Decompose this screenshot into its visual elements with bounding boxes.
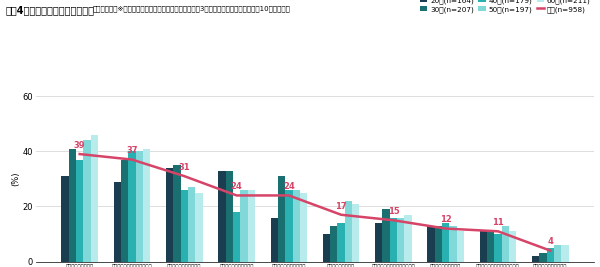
Text: 37: 37 xyxy=(126,146,138,155)
Bar xyxy=(404,215,412,262)
Bar xyxy=(76,160,83,262)
Bar xyxy=(480,231,487,262)
Bar xyxy=(352,204,359,262)
Bar xyxy=(494,234,502,262)
Bar xyxy=(233,212,240,262)
Bar xyxy=(285,190,293,262)
Bar xyxy=(226,171,233,262)
Legend: 20代(n=164), 30代(n=207), 40代(n=179), 50代(n=197), 60代(n=211), 全体(n=958): 20代(n=164), 30代(n=207), 40代(n=179), 50代(… xyxy=(420,0,590,13)
Bar xyxy=(181,190,188,262)
Bar xyxy=(188,187,195,262)
Bar xyxy=(91,135,98,262)
Bar xyxy=(509,231,517,262)
Bar xyxy=(248,190,255,262)
Text: 17: 17 xyxy=(335,202,347,211)
Bar xyxy=(143,148,150,262)
Bar xyxy=(547,248,554,262)
Text: ＜围4＞再配達を防ぐための方法: ＜围4＞再配達を防ぐための方法 xyxy=(6,5,95,15)
Bar xyxy=(136,151,143,262)
Bar xyxy=(375,223,382,262)
Bar xyxy=(83,140,91,262)
Bar xyxy=(195,193,203,262)
Y-axis label: (%): (%) xyxy=(11,172,20,186)
Bar xyxy=(390,218,397,262)
Text: 24: 24 xyxy=(230,182,242,191)
Bar xyxy=(166,168,173,262)
Bar xyxy=(449,226,457,262)
Bar xyxy=(68,148,76,262)
Bar xyxy=(487,231,494,262)
Text: 39: 39 xyxy=(74,141,85,150)
Bar xyxy=(502,226,509,262)
Text: 31: 31 xyxy=(178,163,190,172)
Bar xyxy=(554,245,562,262)
Bar xyxy=(337,223,345,262)
Text: （複数回答）※ベース：いずれかの宅配サービスを直近3か月以内に利用した人／上位10項目を抜粋: （複数回答）※ベース：いずれかの宅配サービスを直近3か月以内に利用した人／上位1… xyxy=(93,5,291,12)
Bar xyxy=(330,226,337,262)
Bar xyxy=(532,256,539,262)
Bar xyxy=(113,182,121,262)
Bar xyxy=(300,193,307,262)
Bar xyxy=(218,171,226,262)
Bar xyxy=(435,226,442,262)
Bar xyxy=(457,231,464,262)
Bar xyxy=(271,218,278,262)
Bar xyxy=(382,209,390,262)
Bar xyxy=(240,190,248,262)
Text: 12: 12 xyxy=(440,215,452,224)
Bar xyxy=(427,226,435,262)
Bar xyxy=(442,223,449,262)
Bar xyxy=(121,160,128,262)
Bar xyxy=(397,218,404,262)
Bar xyxy=(128,151,136,262)
Bar xyxy=(323,234,330,262)
Bar xyxy=(562,245,569,262)
Bar xyxy=(345,201,352,262)
Text: 11: 11 xyxy=(492,218,504,227)
Text: 24: 24 xyxy=(283,182,295,191)
Bar xyxy=(61,176,68,262)
Bar xyxy=(173,165,181,262)
Text: 15: 15 xyxy=(388,207,400,216)
Text: 4: 4 xyxy=(547,237,553,246)
Bar xyxy=(539,253,547,262)
Bar xyxy=(293,190,300,262)
Bar xyxy=(278,176,285,262)
